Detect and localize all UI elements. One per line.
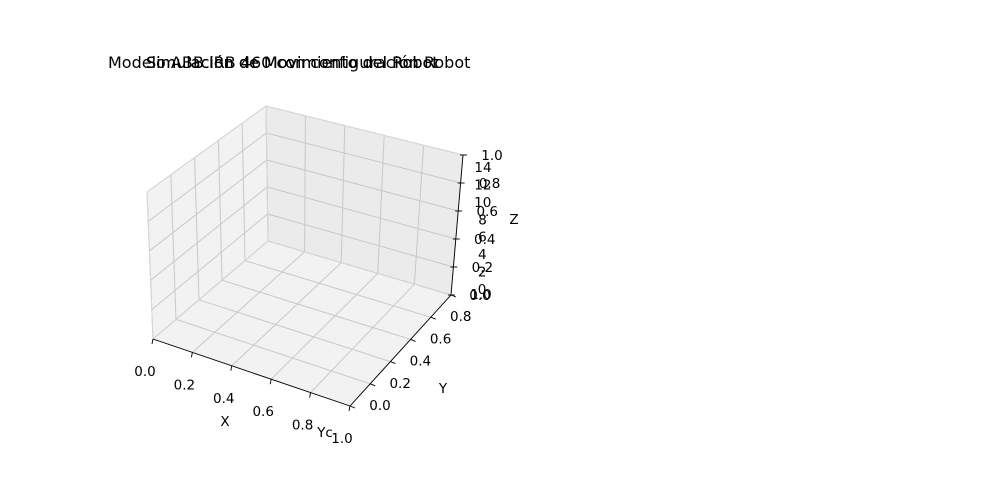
z-overlay-tick-label: 14 — [474, 160, 491, 176]
x-tick-mark — [230, 365, 233, 371]
y-tick-mark — [390, 361, 396, 365]
grid-line — [150, 186, 268, 281]
y-tick-label: 0.0 — [369, 398, 390, 414]
z-overlay-tick-label: 0 — [478, 282, 487, 298]
grid-line — [217, 140, 223, 281]
y-tick-mark — [430, 316, 436, 320]
x-tick-mark — [348, 405, 351, 412]
z-tick-label: 0.4 — [474, 232, 495, 248]
x-tick-label: 0.6 — [252, 404, 273, 420]
grid-line — [198, 299, 391, 363]
grid-line — [304, 115, 306, 252]
z-tick-label: 0.2 — [472, 260, 493, 276]
grid-line — [270, 273, 379, 380]
grid-line — [151, 213, 268, 310]
x-overlay-tick-fragment: Yc — [316, 425, 333, 441]
y-tick-label: 0.6 — [430, 331, 451, 347]
grid-line — [267, 186, 456, 240]
side-wall-pane — [147, 106, 268, 339]
grid-line — [377, 135, 385, 274]
x-tick-label: 1.0 — [331, 431, 352, 447]
y-tick-label: 0.4 — [410, 354, 431, 370]
z-overlay-tick-label: 6 — [478, 230, 487, 246]
z-overlay-tick-label: 2 — [478, 265, 487, 281]
x-tick-mark — [190, 352, 193, 358]
x-tick-label: 0.4 — [213, 391, 234, 407]
x-tick-label: 0.8 — [292, 418, 313, 434]
x-tick-mark — [269, 379, 272, 385]
z-overlay-tick-label: 4 — [478, 247, 487, 263]
grid-line — [267, 213, 454, 268]
plot-title-1: Modelo ABB IRB 460 con configuración Rob… — [108, 53, 470, 72]
z-overlay-tick-label: 10 — [474, 195, 491, 211]
x-axis-label: X — [220, 414, 229, 430]
grid-line — [241, 123, 246, 261]
y-tick-mark — [410, 338, 416, 342]
z-tick-label: 0.6 — [476, 204, 497, 220]
x-axis-line — [152, 338, 351, 407]
grid-line — [266, 159, 459, 212]
z-tick-label: 0.8 — [479, 176, 500, 192]
x-tick-label: 0.0 — [134, 364, 155, 380]
plot-title-2: Simulación de Movimiento del Robot — [146, 53, 439, 72]
grid-line — [340, 125, 346, 263]
grid-line — [221, 279, 411, 340]
grid-line — [170, 174, 177, 320]
z-axis-line — [450, 154, 464, 296]
x-tick-mark — [309, 392, 312, 398]
back-wall-pane — [266, 106, 463, 295]
z-tick-label: 0.0 — [469, 288, 490, 304]
grid-line — [194, 157, 200, 300]
y-tick-mark — [349, 405, 356, 409]
x-tick-label: 0.2 — [174, 377, 195, 393]
grid-line — [149, 159, 268, 252]
grid-line — [413, 145, 425, 285]
y-axis-label: Y — [438, 381, 448, 397]
grid-line — [310, 283, 415, 393]
x-tick-mark — [151, 338, 154, 345]
z-tick-label: 1.0 — [481, 148, 502, 164]
z-axis-label: Z — [509, 212, 518, 228]
y-tick-label: 0.8 — [450, 309, 471, 325]
grid-line — [147, 132, 267, 222]
y-tick-label: 1.0 — [470, 287, 491, 303]
z-overlay-tick-label: 8 — [478, 212, 487, 228]
grid-line — [266, 132, 461, 184]
grid-line — [192, 251, 305, 353]
grid-line — [244, 260, 431, 318]
tick-marks-and-labels: 0.00.20.40.60.81.00.00.20.40.60.81.00.00… — [134, 148, 502, 447]
plot-title-3: Simulación de Movimiento del Robot — [146, 53, 439, 72]
y-axis-line — [349, 294, 452, 407]
grid-line — [175, 318, 371, 385]
y-tick-mark — [370, 383, 376, 387]
y-tick-label: 0.2 — [389, 376, 410, 392]
grid-line — [231, 262, 342, 367]
z-overlay-tick-label: 12 — [474, 177, 491, 193]
